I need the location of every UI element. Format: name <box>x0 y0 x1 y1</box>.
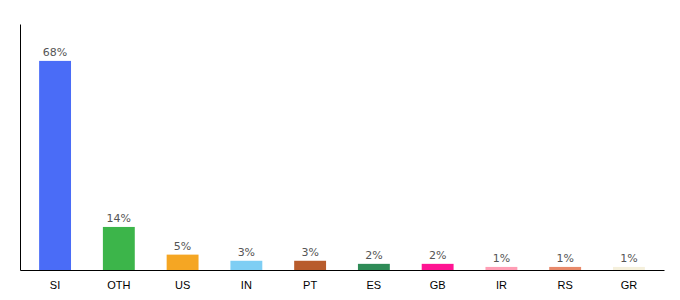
x-tick-label: RS <box>558 279 573 291</box>
x-tick: RS <box>558 279 573 291</box>
bar <box>549 267 581 270</box>
x-tick-label: PT <box>303 279 317 291</box>
data-label: 14% <box>107 212 131 225</box>
data-label: 1% <box>620 252 637 265</box>
data-label: 5% <box>174 240 191 253</box>
bar <box>422 264 454 270</box>
x-tick: IN <box>241 279 252 291</box>
bar <box>613 267 645 270</box>
data-label: 2% <box>429 249 446 262</box>
y-axis-line <box>20 25 21 271</box>
x-tick: GR <box>621 279 638 291</box>
y-axis <box>20 25 21 271</box>
x-tick-label: IR <box>496 279 507 291</box>
bar <box>39 61 71 270</box>
x-tick: IR <box>496 279 507 291</box>
x-axis: SI OTH US IN PT ES GB IR RS GR <box>21 271 665 291</box>
bar <box>167 255 199 270</box>
data-label: 2% <box>365 249 382 262</box>
x-tick-label: OTH <box>107 279 130 291</box>
x-tick: OTH <box>107 279 130 291</box>
x-tick: PT <box>303 279 317 291</box>
bar <box>294 261 326 270</box>
x-tick-label: SI <box>50 279 60 291</box>
x-tick: US <box>175 279 190 291</box>
data-label: 3% <box>238 246 255 259</box>
x-tick-label: GB <box>430 279 446 291</box>
bar <box>230 261 262 270</box>
bar <box>485 267 517 270</box>
data-label: 3% <box>301 246 318 259</box>
x-tick-label: GR <box>621 279 638 291</box>
x-axis-line <box>21 270 665 271</box>
data-label: 68% <box>43 46 67 59</box>
data-labels: 68% 14% 5% 3% 3% 2% 2% 1% 1% 1% <box>43 46 638 265</box>
x-tick-label: US <box>175 279 190 291</box>
chart: 68% 14% 5% 3% 3% 2% 2% 1% 1% 1% SI OTH US IN PT ES GB IR R… <box>0 0 680 300</box>
bar <box>358 264 390 270</box>
bars <box>39 61 645 270</box>
data-label: 1% <box>556 252 573 265</box>
x-tick-label: ES <box>367 279 382 291</box>
x-tick-label: IN <box>241 279 252 291</box>
x-tick: ES <box>367 279 382 291</box>
x-tick: GB <box>430 279 446 291</box>
x-tick: SI <box>50 279 60 291</box>
data-label: 1% <box>493 252 510 265</box>
bar <box>103 227 135 270</box>
plot: 68% 14% 5% 3% 3% 2% 2% 1% 1% 1% SI OTH US IN PT ES GB IR R… <box>21 25 665 291</box>
